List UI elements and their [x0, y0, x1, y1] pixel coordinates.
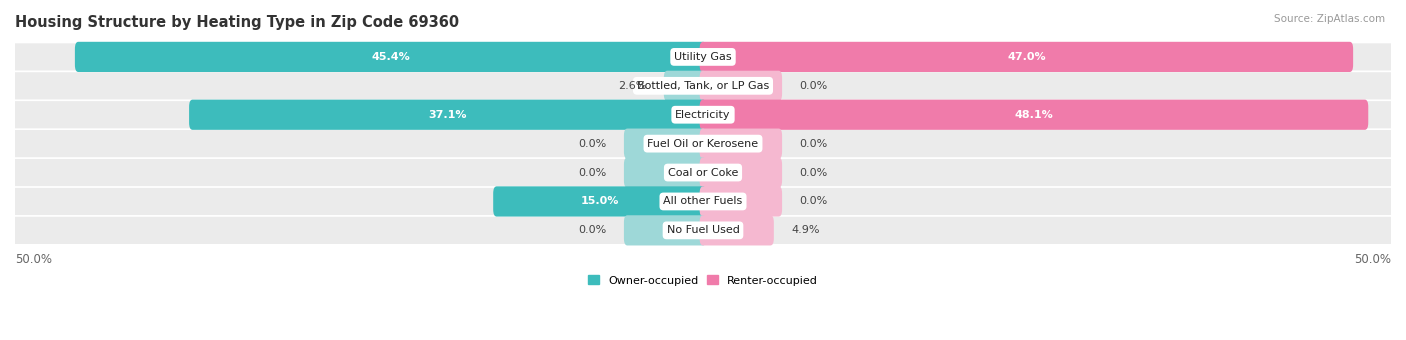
- Text: 50.0%: 50.0%: [1354, 253, 1391, 266]
- Text: 0.0%: 0.0%: [800, 197, 828, 206]
- FancyBboxPatch shape: [700, 42, 1353, 72]
- Text: 48.1%: 48.1%: [1015, 110, 1053, 120]
- FancyBboxPatch shape: [15, 188, 1391, 215]
- Text: 0.0%: 0.0%: [578, 225, 606, 235]
- FancyBboxPatch shape: [700, 157, 782, 188]
- Text: Utility Gas: Utility Gas: [675, 52, 731, 62]
- FancyBboxPatch shape: [624, 157, 706, 188]
- FancyBboxPatch shape: [700, 215, 773, 245]
- Text: Housing Structure by Heating Type in Zip Code 69360: Housing Structure by Heating Type in Zip…: [15, 15, 460, 30]
- Text: 0.0%: 0.0%: [800, 81, 828, 91]
- FancyBboxPatch shape: [700, 129, 782, 159]
- Text: Electricity: Electricity: [675, 110, 731, 120]
- FancyBboxPatch shape: [15, 217, 1391, 244]
- FancyBboxPatch shape: [624, 215, 706, 245]
- Legend: Owner-occupied, Renter-occupied: Owner-occupied, Renter-occupied: [583, 271, 823, 290]
- Text: 45.4%: 45.4%: [371, 52, 411, 62]
- FancyBboxPatch shape: [75, 42, 706, 72]
- FancyBboxPatch shape: [15, 72, 1391, 99]
- FancyBboxPatch shape: [15, 130, 1391, 157]
- Text: 4.9%: 4.9%: [792, 225, 820, 235]
- Text: 15.0%: 15.0%: [581, 197, 619, 206]
- Text: 2.6%: 2.6%: [619, 81, 647, 91]
- FancyBboxPatch shape: [15, 43, 1391, 70]
- FancyBboxPatch shape: [494, 186, 706, 217]
- FancyBboxPatch shape: [188, 100, 706, 130]
- Text: 37.1%: 37.1%: [429, 110, 467, 120]
- Text: 0.0%: 0.0%: [578, 139, 606, 149]
- FancyBboxPatch shape: [700, 186, 782, 217]
- FancyBboxPatch shape: [624, 129, 706, 159]
- Text: No Fuel Used: No Fuel Used: [666, 225, 740, 235]
- FancyBboxPatch shape: [15, 101, 1391, 128]
- Text: Source: ZipAtlas.com: Source: ZipAtlas.com: [1274, 14, 1385, 23]
- Text: Fuel Oil or Kerosene: Fuel Oil or Kerosene: [647, 139, 759, 149]
- Text: 0.0%: 0.0%: [578, 168, 606, 177]
- Text: 47.0%: 47.0%: [1007, 52, 1046, 62]
- FancyBboxPatch shape: [664, 71, 706, 101]
- Text: 50.0%: 50.0%: [15, 253, 52, 266]
- Text: Coal or Coke: Coal or Coke: [668, 168, 738, 177]
- Text: 0.0%: 0.0%: [800, 139, 828, 149]
- FancyBboxPatch shape: [700, 100, 1368, 130]
- Text: 0.0%: 0.0%: [800, 168, 828, 177]
- FancyBboxPatch shape: [700, 71, 782, 101]
- Text: Bottled, Tank, or LP Gas: Bottled, Tank, or LP Gas: [637, 81, 769, 91]
- Text: All other Fuels: All other Fuels: [664, 197, 742, 206]
- FancyBboxPatch shape: [15, 159, 1391, 186]
